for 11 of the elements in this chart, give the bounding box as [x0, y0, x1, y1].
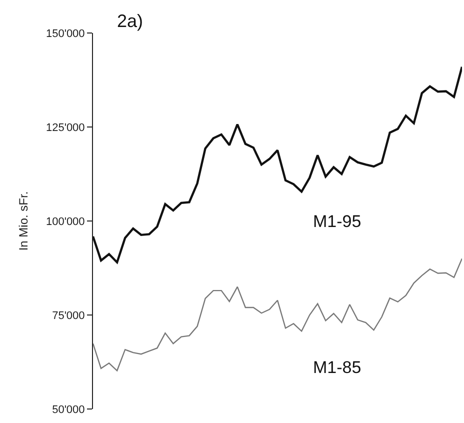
- series-label: M1-95: [313, 212, 362, 231]
- series-label: M1-85: [313, 358, 362, 377]
- y-tick-label: 125'000: [46, 122, 85, 134]
- line-series: [93, 258, 462, 372]
- line-series: [93, 66, 462, 264]
- y-tick-label: 150'000: [46, 28, 85, 40]
- y-tick-label: 75'000: [52, 310, 85, 322]
- y-axis-title: In Mio. sFr.: [16, 191, 30, 251]
- chart-title: 2a): [117, 11, 144, 31]
- y-tick-label: 50'000: [52, 404, 85, 416]
- y-tick-label: 100'000: [46, 216, 85, 228]
